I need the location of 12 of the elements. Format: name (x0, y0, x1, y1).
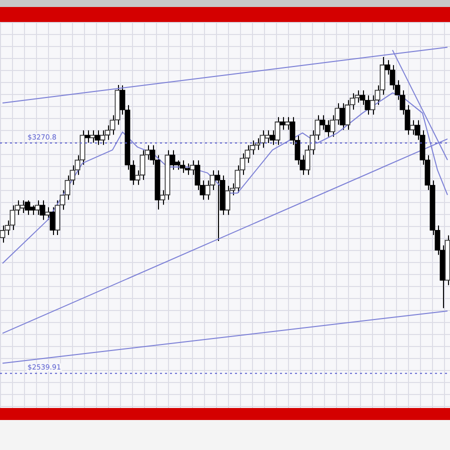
candlestick (260, 130, 266, 148)
candlestick (270, 130, 276, 146)
candlestick (84, 130, 90, 144)
candlestick (320, 114, 326, 130)
candlestick (324, 120, 330, 138)
candlestick (120, 84, 126, 116)
candlestick (180, 160, 186, 174)
candlestick (340, 102, 346, 130)
candlestick (40, 200, 46, 220)
candlestick (280, 116, 286, 130)
candlestick (50, 206, 56, 236)
candlestick (94, 130, 100, 146)
